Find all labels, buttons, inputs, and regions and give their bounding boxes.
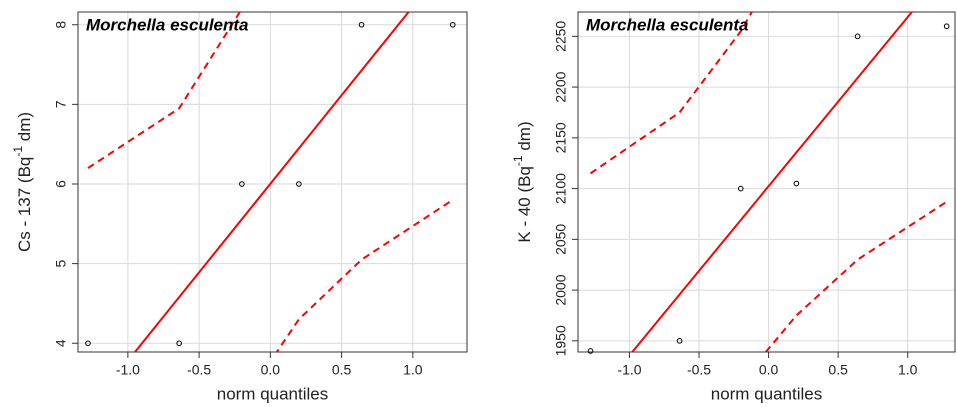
- plot-frame: [577, 11, 956, 353]
- y-axis-label-part: dm): [515, 121, 534, 155]
- confidence-band: [765, 200, 948, 352]
- y-axis-label-part: -1: [11, 146, 25, 157]
- qq-panel: -1.0 -0.5 0.0 0.5 1.0 1950 2000 2050 2100 2150 220…: [511, 11, 956, 403]
- x-tick-label: 0.5: [332, 362, 352, 378]
- reference-line: [631, 12, 913, 352]
- data-point: [737, 185, 744, 192]
- data-point: [176, 340, 182, 347]
- y-tick-label: 4: [53, 339, 69, 347]
- data-point: [587, 348, 594, 354]
- y-tick-label: 2150: [553, 122, 569, 153]
- x-tick-label: 0.0: [759, 362, 779, 378]
- x-axis-label: norm quantiles: [711, 384, 823, 403]
- y-tick-label: 6: [53, 180, 69, 188]
- y-tick-label: 2250: [553, 21, 569, 52]
- x-tick-label: 1.0: [898, 362, 918, 378]
- x-tick-label: 0.5: [828, 362, 848, 378]
- data-point: [449, 21, 456, 28]
- x-tick-label: 0.0: [261, 362, 281, 378]
- x-tick-label: -0.5: [687, 362, 711, 378]
- confidence-band: [275, 199, 454, 352]
- data-point: [854, 33, 861, 40]
- y-axis-label: Cs - 137 (Bq-1 dm): [11, 112, 34, 252]
- y-tick-label: 2000: [553, 274, 569, 305]
- data-point: [296, 181, 302, 187]
- y-axis-label-part: Cs - 137 (Bq: [15, 157, 34, 252]
- data-point: [676, 338, 683, 344]
- qq-panel: -1.0 -0.5 0.0 0.5 1.0 4 5 6 7 8 Morchella esculent…: [11, 11, 468, 403]
- data-point: [85, 340, 91, 347]
- annotation: Morchella esculenta: [86, 15, 249, 34]
- y-tick-label: 8: [53, 21, 69, 29]
- confidence-band: [87, 12, 242, 169]
- y-tick-label: 2200: [553, 71, 569, 102]
- reference-line: [134, 12, 410, 352]
- x-axis-label: norm quantiles: [217, 384, 329, 403]
- y-axis-label-part: dm): [15, 112, 34, 146]
- y-tick-label: 7: [53, 100, 69, 108]
- data-point: [793, 180, 800, 187]
- confidence-band: [589, 12, 753, 175]
- x-tick-label: 1.0: [403, 362, 423, 378]
- y-axis-label-part: K - 40 (Bq: [515, 166, 534, 243]
- x-tick-label: -0.5: [187, 362, 211, 378]
- data-point: [943, 23, 950, 30]
- x-tick-label: -1.0: [617, 362, 641, 378]
- data-point: [358, 21, 365, 28]
- data-point: [239, 181, 245, 187]
- y-tick-label: 2100: [553, 173, 569, 204]
- y-tick-label: 5: [53, 260, 69, 268]
- y-axis-label-part: -1: [511, 155, 525, 166]
- annotation: Morchella esculenta: [586, 15, 749, 34]
- y-tick-label: 2050: [553, 224, 569, 255]
- x-tick-label: -1.0: [116, 362, 140, 378]
- y-axis-label: K - 40 (Bq-1 dm): [511, 121, 534, 242]
- y-tick-label: 1950: [553, 325, 569, 356]
- plot-frame: [77, 11, 468, 353]
